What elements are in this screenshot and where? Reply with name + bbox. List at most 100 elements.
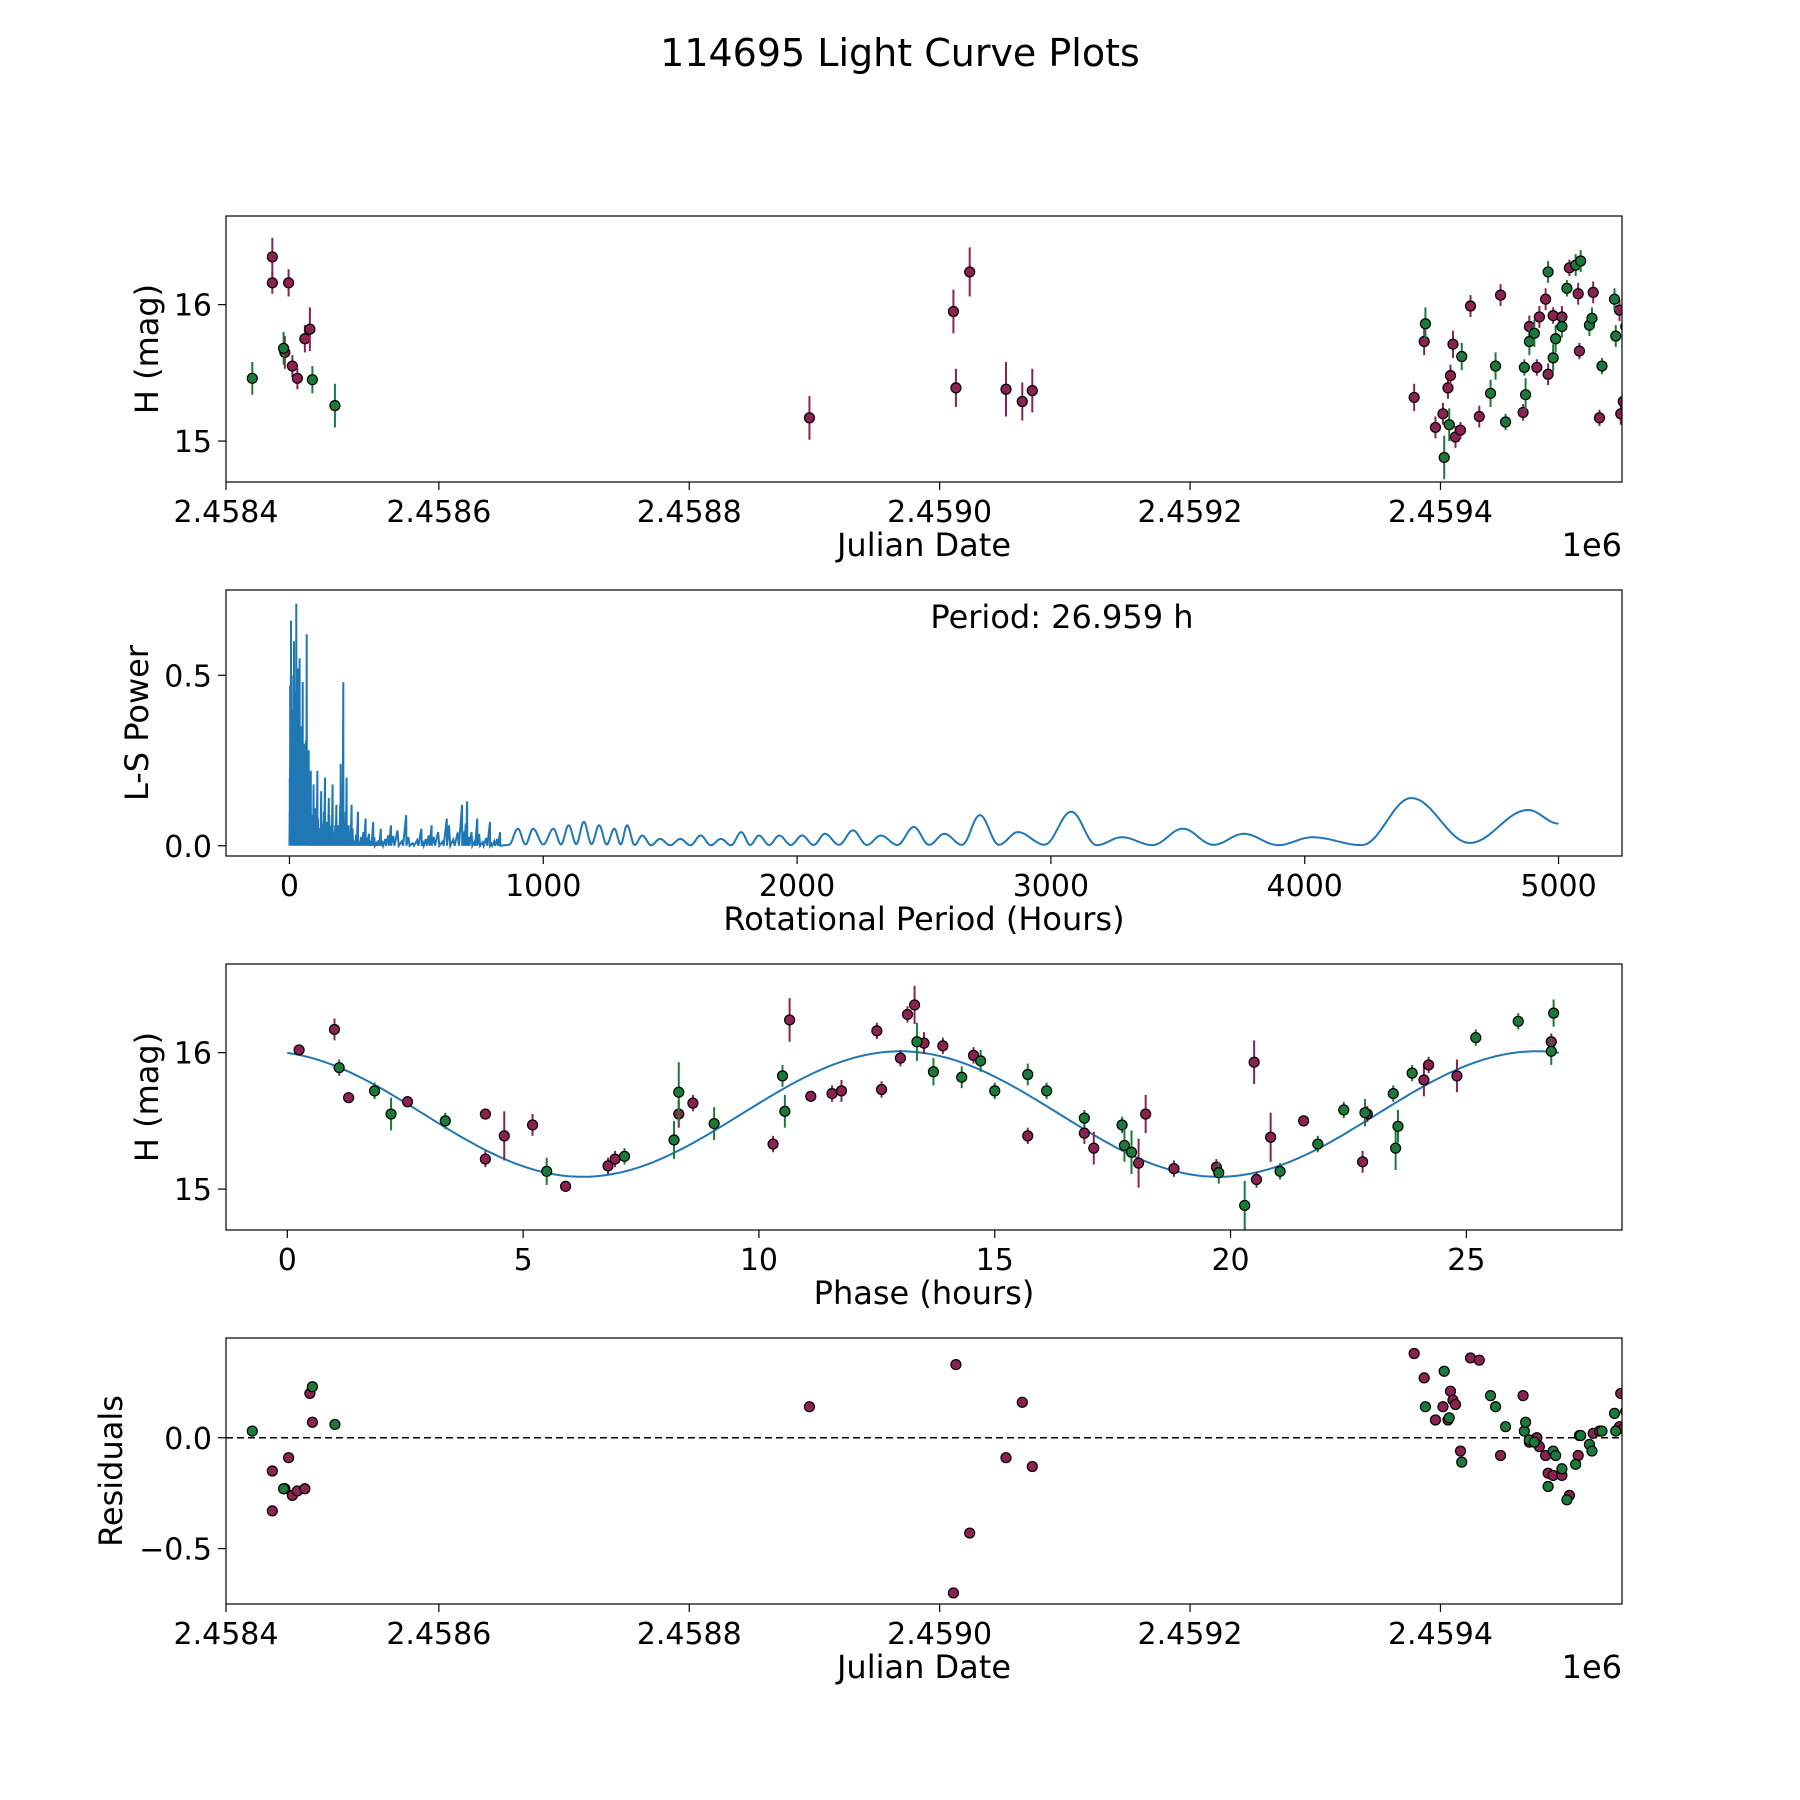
data-point bbox=[1438, 1365, 1450, 1377]
periodogram-panel: 0 1000 2000 3000 4000 5000 0.0 0.5 Period: 26.… bbox=[118, 589, 1623, 938]
y-tick-label: 16 bbox=[174, 1037, 212, 1072]
data-point bbox=[618, 1150, 631, 1162]
plot-area bbox=[287, 985, 1560, 1230]
data-point bbox=[1470, 1032, 1482, 1044]
x-tick-label: 25 bbox=[1447, 1243, 1485, 1278]
data-point bbox=[541, 1165, 553, 1177]
y-tick-label: 0.0 bbox=[164, 830, 212, 865]
y-tick-label: 16 bbox=[174, 289, 212, 324]
periodogram-x-ticks: 0 1000 2000 3000 4000 5000 bbox=[280, 856, 1597, 904]
plot-area bbox=[246, 237, 1641, 480]
series-filter_a bbox=[266, 237, 1641, 448]
data-point bbox=[1464, 300, 1477, 312]
data-point bbox=[439, 1115, 451, 1127]
data-point bbox=[1078, 1112, 1090, 1124]
data-point bbox=[1444, 370, 1457, 382]
series-filter_a bbox=[293, 985, 1557, 1192]
data-point bbox=[776, 1070, 789, 1082]
data-point bbox=[1418, 1372, 1430, 1384]
data-point bbox=[1631, 406, 1641, 416]
data-point bbox=[950, 1358, 962, 1371]
data-point bbox=[1610, 330, 1622, 342]
data-point bbox=[1626, 1435, 1636, 1445]
data-point bbox=[956, 1071, 968, 1083]
data-point bbox=[266, 1465, 278, 1477]
data-point bbox=[908, 999, 921, 1011]
data-point bbox=[1596, 1425, 1608, 1437]
x-tick-label: 20 bbox=[1211, 1243, 1249, 1278]
data-point bbox=[974, 1055, 987, 1067]
data-point bbox=[875, 1083, 888, 1096]
data-point bbox=[1140, 1108, 1152, 1120]
data-point bbox=[283, 277, 295, 289]
data-point bbox=[901, 1008, 914, 1021]
data-point bbox=[333, 1062, 345, 1074]
periodogram-marks bbox=[288, 603, 1559, 850]
data-point bbox=[1132, 1157, 1145, 1169]
data-point bbox=[1531, 361, 1543, 374]
data-point bbox=[1449, 1398, 1462, 1411]
data-point bbox=[1613, 304, 1622, 316]
data-point bbox=[1419, 318, 1432, 330]
data-point bbox=[1533, 311, 1545, 323]
data-point bbox=[1575, 255, 1587, 267]
data-point bbox=[1519, 1416, 1532, 1428]
phased-marks bbox=[287, 985, 1560, 1230]
data-point bbox=[246, 1425, 258, 1437]
data-point bbox=[1623, 402, 1633, 412]
data-point bbox=[602, 1160, 614, 1172]
data-point bbox=[1547, 352, 1559, 364]
data-point bbox=[1545, 1045, 1557, 1057]
data-point bbox=[1473, 1354, 1485, 1366]
data-point bbox=[1561, 1494, 1573, 1506]
data-point bbox=[1456, 350, 1468, 363]
data-point bbox=[328, 1023, 341, 1036]
figure-title: 114695 Light Curve Plots bbox=[660, 31, 1140, 75]
data-point bbox=[1615, 1387, 1622, 1400]
periodogram-axes-frame bbox=[225, 589, 1623, 857]
x-tick-label: 2.4594 bbox=[1388, 1617, 1493, 1652]
plot-area bbox=[288, 603, 1559, 850]
data-point bbox=[479, 1108, 491, 1120]
x-tick-label: 2.4586 bbox=[386, 1617, 491, 1652]
period-annotation: Period: 26.959 h bbox=[930, 598, 1193, 636]
data-point bbox=[1499, 1421, 1512, 1433]
data-point bbox=[1627, 413, 1637, 423]
data-point bbox=[894, 1052, 907, 1064]
data-point bbox=[1556, 320, 1568, 333]
data-point bbox=[246, 372, 258, 384]
data-point bbox=[1429, 1414, 1442, 1426]
data-point bbox=[1494, 289, 1507, 301]
x-tick-label: 1000 bbox=[505, 869, 581, 904]
data-point bbox=[1617, 396, 1622, 407]
series-filter_b bbox=[246, 1365, 1636, 1506]
data-point bbox=[1556, 1463, 1568, 1475]
lightcurve-x-ticks: 2.4584 2.4586 2.4588 2.4590 2.4592 2.4594 bbox=[174, 482, 1493, 530]
data-point bbox=[1041, 1085, 1053, 1097]
y-tick-label: 0.0 bbox=[164, 1422, 212, 1457]
data-point bbox=[526, 1119, 539, 1131]
data-point bbox=[1451, 1070, 1463, 1082]
phased-axes-frame bbox=[225, 963, 1623, 1231]
series-filter_b bbox=[333, 999, 1560, 1230]
periodogram-y-ticks: 0.0 0.5 bbox=[164, 659, 226, 865]
data-point bbox=[1026, 1460, 1038, 1473]
data-point bbox=[1608, 293, 1621, 305]
x-tick-label: 3000 bbox=[1013, 869, 1089, 904]
data-point bbox=[1540, 293, 1552, 305]
phased-x-label: Phase (hours) bbox=[814, 1274, 1035, 1312]
data-point bbox=[964, 266, 976, 278]
lightcurve-x-offset-label: 1e6 bbox=[1562, 526, 1622, 564]
data-point bbox=[1586, 312, 1598, 324]
series-filter_a bbox=[266, 1347, 1622, 1599]
data-point bbox=[1437, 1401, 1449, 1413]
x-tick-label: 5 bbox=[514, 1243, 533, 1278]
data-point bbox=[1438, 451, 1450, 464]
data-point bbox=[1116, 1119, 1128, 1131]
data-point bbox=[286, 360, 298, 372]
data-point bbox=[1512, 1015, 1524, 1027]
data-point bbox=[1587, 286, 1599, 298]
data-point bbox=[1392, 1120, 1404, 1132]
